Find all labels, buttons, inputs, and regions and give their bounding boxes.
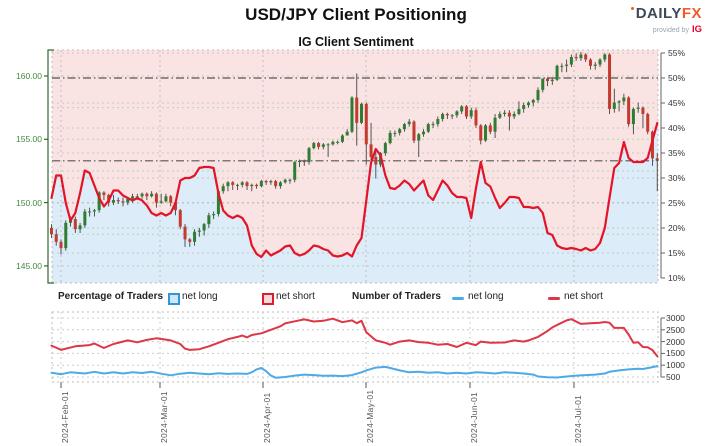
legend-count-short-line-icon: [548, 297, 560, 300]
chart-subtitle: IG Client Sentiment: [298, 35, 414, 49]
legend-net-long-swatch-icon: [168, 293, 180, 305]
percent-tick-label: 35%: [668, 148, 686, 158]
percent-tick-label: 25%: [668, 198, 686, 208]
legend-percentage-title: Percentage of Traders: [58, 291, 164, 302]
legend-count-long-label: net long: [468, 291, 504, 302]
date-label: 2024-Jun-01: [469, 391, 479, 443]
date-label: 2024-Apr-01: [262, 392, 272, 443]
dailyfx-logo: DAILYFX provided by IG: [636, 6, 702, 35]
legend-number-title: Number of Traders: [352, 291, 441, 302]
price-tick-label: 150.00: [16, 197, 42, 208]
count-tick-label: 500: [666, 372, 681, 382]
percent-tick-label: 15%: [668, 248, 686, 258]
legend-net-short-swatch-icon: [262, 293, 274, 305]
legend-count-long-line-icon: [452, 297, 464, 300]
date-label: 2024-Feb-01: [60, 391, 70, 443]
count-tick-label: 1500: [666, 348, 685, 359]
count-tick-label: 3000: [666, 313, 685, 323]
count-tick-label: 2000: [666, 336, 685, 347]
count-tick-label: 2500: [666, 324, 685, 335]
date-label: 2024-Jul-01: [573, 394, 583, 443]
date-label: 2024-May-01: [365, 389, 375, 443]
percent-tick-label: 10%: [668, 273, 686, 283]
legend-count-short-label: net short: [564, 291, 603, 302]
price-tick-label: 160.00: [16, 71, 42, 81]
price-tick-label: 155.00: [16, 134, 42, 145]
percent-tick-label: 40%: [668, 123, 686, 133]
legend-net-short-label: net short: [276, 291, 315, 302]
percent-tick-label: 30%: [668, 173, 686, 183]
date-label: 2024-Mar-01: [159, 391, 169, 443]
logo-provided-by: provided by IG: [652, 24, 702, 35]
logo-i-dot-icon: [631, 7, 634, 10]
price-tick-label: 145.00: [16, 260, 42, 271]
legend-net-long-label: net long: [182, 291, 218, 302]
percent-tick-label: 50%: [668, 73, 686, 83]
ig-logo: IG: [691, 24, 702, 35]
logo-brand-text: DAILY: [635, 5, 682, 22]
count-tick-label: 1000: [666, 360, 685, 371]
percent-tick-label: 45%: [668, 98, 686, 108]
percent-tick-label: 55%: [668, 48, 686, 58]
percent-tick-label: 20%: [668, 223, 686, 233]
page-title: USD/JPY Client Positioning: [245, 5, 467, 24]
logo-brand-accent: FX: [681, 5, 702, 22]
